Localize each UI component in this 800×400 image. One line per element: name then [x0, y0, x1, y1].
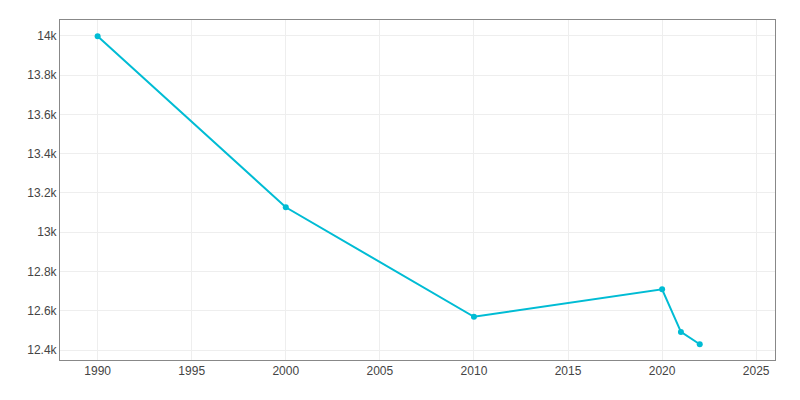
- svg-text:2015: 2015: [555, 364, 582, 378]
- svg-text:13.8k: 13.8k: [27, 68, 57, 82]
- svg-text:13.2k: 13.2k: [27, 186, 57, 200]
- svg-text:13.4k: 13.4k: [27, 147, 57, 161]
- svg-text:13.6k: 13.6k: [27, 108, 57, 122]
- svg-text:2005: 2005: [367, 364, 394, 378]
- svg-text:2025: 2025: [743, 364, 770, 378]
- svg-text:2010: 2010: [461, 364, 488, 378]
- svg-text:13k: 13k: [37, 225, 57, 239]
- svg-text:1990: 1990: [84, 364, 111, 378]
- svg-text:1995: 1995: [178, 364, 205, 378]
- svg-text:2000: 2000: [272, 364, 299, 378]
- svg-text:14k: 14k: [37, 29, 57, 43]
- svg-text:12.8k: 12.8k: [27, 265, 57, 279]
- svg-text:12.6k: 12.6k: [27, 304, 57, 318]
- svg-text:12.4k: 12.4k: [27, 343, 57, 357]
- svg-text:2020: 2020: [649, 364, 676, 378]
